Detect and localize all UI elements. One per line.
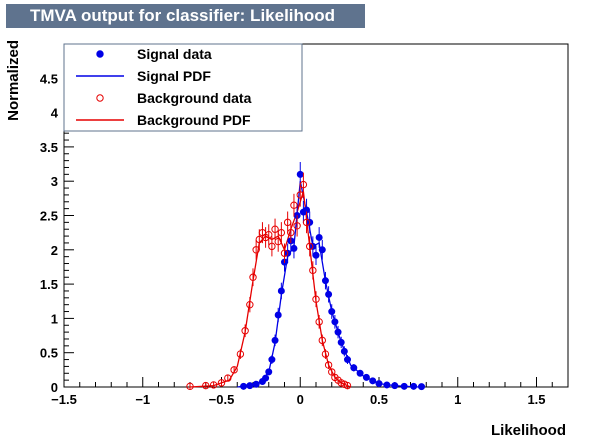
y-tick-label: 2 — [51, 243, 58, 258]
background-data-point — [277, 228, 286, 237]
signal-data-point — [262, 374, 270, 382]
y-tick-label: 0 — [51, 380, 58, 395]
background-data-point — [268, 242, 276, 251]
background-data-point — [230, 366, 238, 374]
signal-data-point — [337, 338, 345, 346]
legend-entry-label: Signal PDF — [137, 68, 211, 84]
background-data-point — [309, 266, 317, 275]
y-tick-label: 3.5 — [40, 140, 58, 155]
legend-marker-swatch — [96, 94, 104, 102]
legend-entry-label: Background data — [137, 90, 252, 106]
axes-layer: −1.5 −1 −0.5 0 0.5 1 1.5 0 0.5 1 1.5 2 2.5 3 3.5 4 4.5 Li… — [5, 40, 569, 439]
background-data-point — [299, 180, 308, 189]
y-tick-label: 1 — [51, 311, 58, 326]
chart-title: TMVA output for classifier: Likelihood — [30, 6, 336, 25]
signal-data-point — [271, 336, 279, 344]
signal-data-point — [391, 382, 399, 390]
y-tick-label: 0.5 — [40, 346, 58, 361]
background-data-point — [306, 242, 314, 251]
background-data-point — [280, 249, 289, 257]
x-tick-label: 0 — [297, 392, 304, 407]
background-data-point — [321, 350, 330, 358]
signal-data-point — [265, 368, 273, 376]
background-data-point — [312, 295, 320, 303]
signal-data-point — [274, 311, 282, 319]
legend-box — [63, 43, 303, 132]
background-data-point — [265, 231, 273, 239]
signal-data-point — [369, 377, 377, 385]
background-data-point — [241, 327, 249, 335]
background-data-point — [209, 381, 218, 389]
background-data-point — [324, 361, 333, 369]
signal-data-point — [252, 380, 260, 388]
background-data-point — [287, 228, 295, 237]
x-tick-label: −0.5 — [209, 392, 235, 407]
y-tick-label: 4 — [51, 106, 59, 121]
signal-data-point — [344, 356, 351, 364]
signal-data-point — [246, 382, 254, 390]
signal-data-point — [290, 244, 298, 252]
signal-data-point — [315, 233, 323, 241]
legend-entry-label: Background PDF — [137, 112, 251, 128]
background-data-point — [318, 336, 326, 345]
background-data-point — [315, 318, 323, 326]
x-tick-label: 1 — [454, 392, 461, 407]
signal-data-point — [375, 380, 383, 388]
x-tick-label: 1.5 — [527, 392, 545, 407]
legend-entry-label: Signal data — [137, 46, 212, 62]
background-data-point — [202, 381, 210, 390]
background-data-point — [271, 225, 279, 233]
y-axis-label: Normalized — [5, 40, 22, 121]
data-layer — [186, 162, 426, 391]
legend-marker-swatch — [96, 50, 104, 58]
y-tick-label: 3 — [51, 174, 58, 189]
background-data-point — [236, 350, 245, 358]
background-data-point — [328, 368, 336, 376]
signal-data-point — [325, 290, 333, 298]
signal-data-point — [383, 381, 391, 389]
signal-data-point — [318, 246, 326, 254]
background-data-point — [246, 300, 254, 309]
signal-data-point — [340, 347, 348, 355]
background-data-point — [302, 218, 311, 227]
signal-data-point — [362, 373, 370, 381]
signal-data-point — [400, 382, 408, 390]
background-data-point — [224, 374, 232, 382]
y-tick-label: 2.5 — [40, 209, 58, 224]
signal-data-point — [356, 369, 364, 377]
signal-data-point — [418, 383, 426, 391]
signal-data-point — [350, 364, 358, 372]
x-tick-label: −1 — [135, 392, 150, 407]
legend: Signal data Signal PDF Background data Back… — [63, 43, 303, 132]
signal-data-point — [240, 382, 248, 390]
x-tick-label: −1.5 — [51, 392, 77, 407]
chart-title-bar: TMVA output for classifier: Likelihood — [6, 4, 365, 28]
signal-data-point — [321, 277, 329, 285]
signal-data-point — [410, 382, 418, 390]
background-data-point — [293, 222, 301, 230]
background-data-point — [186, 382, 194, 391]
y-tick-label: 4.5 — [40, 71, 58, 86]
signal-data-point — [277, 287, 285, 295]
signal-data-point — [296, 170, 304, 178]
signal-data-point — [334, 328, 342, 336]
x-tick-label: 0.5 — [370, 392, 388, 407]
signal-data-point — [312, 251, 320, 259]
background-data-point — [343, 381, 352, 390]
background-data-point — [249, 273, 257, 281]
y-tick-label: 1.5 — [40, 277, 58, 292]
signal-data-point — [268, 356, 276, 364]
background-data-point — [252, 246, 260, 254]
signal-data-point — [331, 318, 339, 326]
background-data-point — [290, 201, 298, 209]
background-data-point — [217, 379, 226, 387]
x-axis-label: Likelihood — [491, 422, 566, 439]
signal-data-point — [328, 308, 336, 316]
